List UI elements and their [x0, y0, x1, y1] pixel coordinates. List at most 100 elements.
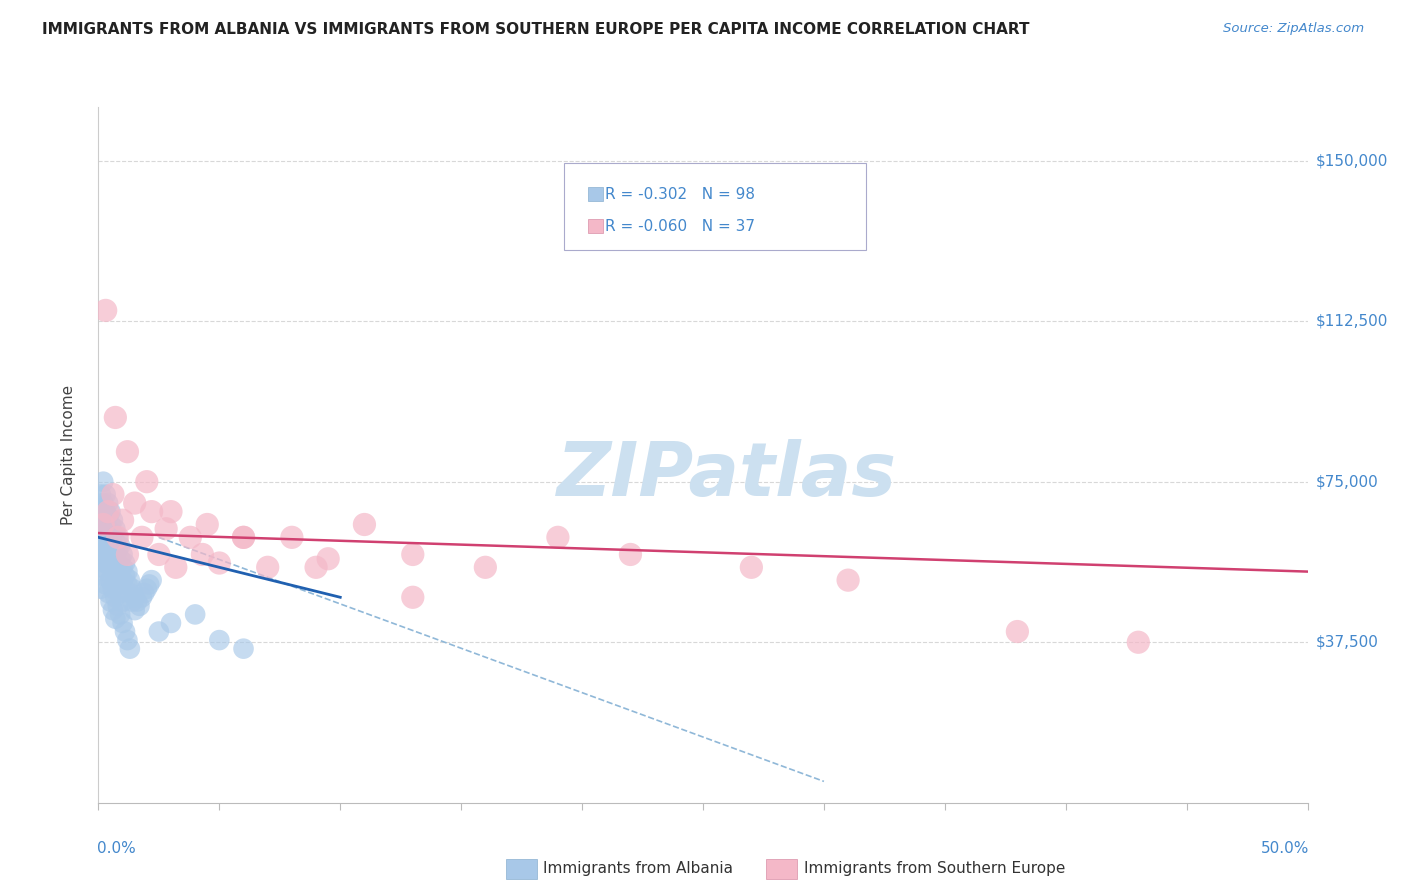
- Point: [100, 530, 122, 544]
- Point: [107, 543, 129, 558]
- Point: [135, 475, 157, 489]
- Point: [108, 607, 131, 622]
- Point: [353, 517, 375, 532]
- Point: [117, 577, 139, 591]
- Text: Immigrants from Southern Europe: Immigrants from Southern Europe: [804, 862, 1066, 876]
- Text: $37,500: $37,500: [1316, 635, 1379, 649]
- Point: [91, 548, 114, 562]
- Point: [114, 569, 136, 583]
- Point: [97, 565, 120, 579]
- Point: [141, 573, 163, 587]
- Text: ZIPatlas: ZIPatlas: [557, 439, 897, 512]
- Point: [118, 586, 141, 600]
- Point: [117, 565, 139, 579]
- Point: [90, 526, 112, 541]
- Point: [232, 530, 254, 544]
- Bar: [588, 219, 603, 233]
- Point: [97, 522, 120, 536]
- Point: [117, 633, 139, 648]
- Point: [108, 539, 131, 553]
- Point: [101, 539, 124, 553]
- Point: [108, 551, 131, 566]
- Point: [121, 582, 143, 596]
- Point: [90, 548, 112, 562]
- Point: [316, 551, 339, 566]
- Point: [107, 556, 129, 570]
- Point: [111, 615, 134, 630]
- Point: [100, 560, 122, 574]
- Text: $112,500: $112,500: [1316, 314, 1388, 328]
- Point: [402, 548, 425, 562]
- Point: [91, 551, 114, 566]
- Point: [101, 526, 124, 541]
- Point: [91, 522, 114, 536]
- Point: [97, 551, 120, 566]
- Point: [111, 573, 134, 587]
- Point: [90, 517, 112, 532]
- Point: [118, 573, 141, 587]
- Text: $150,000: $150,000: [1316, 153, 1388, 168]
- Point: [740, 560, 762, 574]
- Point: [97, 548, 120, 562]
- Point: [94, 505, 117, 519]
- Text: R = -0.060   N = 37: R = -0.060 N = 37: [605, 219, 755, 234]
- Point: [208, 556, 231, 570]
- Point: [160, 615, 183, 630]
- Point: [256, 560, 278, 574]
- Point: [101, 603, 124, 617]
- Point: [107, 577, 129, 591]
- Point: [131, 591, 153, 605]
- Point: [91, 543, 114, 558]
- Point: [232, 530, 254, 544]
- Point: [91, 496, 114, 510]
- Point: [179, 530, 201, 544]
- Point: [117, 444, 139, 458]
- Point: [104, 548, 127, 562]
- Point: [101, 487, 124, 501]
- Text: $75,000: $75,000: [1316, 475, 1379, 489]
- Point: [100, 505, 122, 519]
- Point: [474, 560, 496, 574]
- Point: [100, 517, 122, 532]
- Point: [281, 530, 304, 544]
- Point: [104, 612, 127, 626]
- Point: [148, 548, 170, 562]
- Point: [101, 582, 124, 596]
- Point: [114, 624, 136, 639]
- Point: [101, 551, 124, 566]
- Point: [121, 594, 143, 608]
- Point: [131, 530, 153, 544]
- Point: [195, 517, 218, 532]
- Point: [90, 487, 112, 501]
- Point: [837, 573, 859, 587]
- Text: R = -0.302   N = 98: R = -0.302 N = 98: [605, 186, 755, 202]
- Point: [1128, 635, 1150, 649]
- Point: [108, 586, 131, 600]
- Point: [111, 513, 134, 527]
- Point: [191, 548, 214, 562]
- Point: [111, 548, 134, 562]
- Point: [91, 508, 114, 523]
- Point: [100, 573, 122, 587]
- Point: [124, 603, 146, 617]
- FancyBboxPatch shape: [564, 162, 866, 250]
- Point: [97, 586, 120, 600]
- Text: 50.0%: 50.0%: [1260, 841, 1309, 856]
- Point: [94, 543, 117, 558]
- Point: [141, 505, 163, 519]
- Point: [101, 513, 124, 527]
- Point: [124, 591, 146, 605]
- Point: [107, 530, 129, 544]
- Point: [114, 556, 136, 570]
- Point: [97, 508, 120, 523]
- Point: [94, 487, 117, 501]
- Point: [165, 560, 187, 574]
- Point: [94, 556, 117, 570]
- Point: [90, 530, 112, 544]
- Point: [100, 530, 122, 544]
- Point: [127, 594, 149, 608]
- Point: [97, 505, 120, 519]
- Point: [94, 522, 117, 536]
- Point: [94, 551, 117, 566]
- Point: [94, 539, 117, 553]
